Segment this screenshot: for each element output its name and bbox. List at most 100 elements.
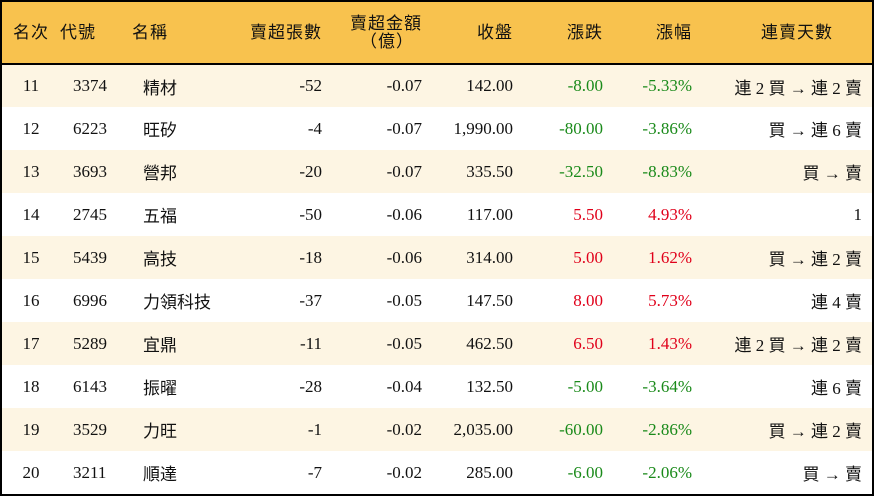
cell-streak: 買 → 賣 [802, 465, 863, 484]
table-row[interactable]: 15 5439 高技 -18 -0.06 314.00 5.00 1.62% 買 → 連 2 賣 [2, 236, 872, 279]
cell-pct: -5.33% [642, 76, 692, 95]
cell-change: 6.50 [573, 333, 603, 353]
cell-code: 6143 [73, 376, 107, 396]
cell-rank: 20 [22, 462, 40, 482]
cell-streak: 買 → 連 2 賣 [768, 250, 863, 269]
cell-rank: 16 [22, 290, 40, 310]
cell-streak: 1 [853, 204, 863, 224]
cell-close: 142.00 [466, 76, 513, 95]
cell-streak: 連 2 買 → 連 2 賣 [734, 336, 863, 355]
cell-name: 順達 [143, 465, 177, 484]
cell-name: 力領科技 [143, 293, 211, 312]
header-code: 代號 [60, 22, 96, 42]
cell-name: 精材 [143, 78, 177, 98]
cell-shares: -11 [299, 333, 322, 353]
cell-shares: -37 [299, 290, 322, 310]
header-close: 收盤 [477, 22, 513, 42]
cell-amount: -0.07 [386, 161, 422, 181]
cell-amount: -0.05 [386, 290, 422, 310]
cell-close: 117.00 [466, 204, 513, 224]
cell-rank: 12 [22, 118, 40, 138]
cell-pct: 5.73% [648, 290, 692, 310]
cell-name: 力旺 [143, 422, 177, 441]
cell-name: 振曜 [143, 379, 177, 398]
cell-rank: 13 [22, 161, 40, 181]
cell-streak: 連 2 買 → 連 2 賣 [734, 78, 863, 98]
cell-change: 8.00 [573, 290, 603, 310]
cell-shares: -20 [299, 161, 322, 181]
table-row[interactable]: 11 3374 精材 -52 -0.07 142.00 -8.00 -5.33% 連 2 買 →… [2, 64, 872, 107]
cell-pct: -3.86% [642, 118, 692, 138]
cell-pct: 1.43% [648, 333, 692, 353]
cell-code: 5289 [73, 333, 107, 353]
cell-name: 旺矽 [143, 121, 177, 140]
cell-close: 147.50 [466, 290, 513, 310]
cell-close: 1,990.00 [453, 118, 514, 138]
cell-name: 營邦 [143, 164, 177, 183]
cell-shares: -18 [299, 247, 322, 267]
cell-code: 3211 [73, 462, 107, 482]
cell-amount: -0.06 [386, 247, 422, 267]
cell-code: 3374 [73, 76, 107, 95]
cell-shares: -1 [307, 419, 322, 439]
cell-pct: -2.06% [642, 462, 692, 482]
header-amount-unit: （億） [360, 31, 414, 51]
cell-code: 6996 [73, 290, 107, 310]
table-row[interactable]: 17 5289 宜鼎 -11 -0.05 462.50 6.50 1.43% 連 2 買 → 連… [2, 322, 872, 365]
cell-close: 2,035.00 [453, 419, 514, 439]
header-streak: 連賣天數 [761, 22, 833, 42]
table-row[interactable]: 14 2745 五福 -50 -0.06 117.00 5.50 4.93% 1 [2, 193, 872, 236]
cell-amount: -0.07 [386, 76, 422, 95]
cell-pct: -2.86% [642, 419, 692, 439]
cell-change: -60.00 [559, 419, 603, 439]
cell-rank: 19 [22, 419, 40, 439]
cell-code: 2745 [73, 204, 107, 224]
cell-shares: -52 [299, 76, 322, 95]
cell-amount: -0.06 [386, 204, 422, 224]
table-row[interactable]: 12 6223 旺矽 -4 -0.07 1,990.00 -80.00 -3.86% 買 → 連… [2, 107, 872, 150]
cell-change: 5.00 [573, 247, 603, 267]
cell-amount: -0.02 [386, 419, 422, 439]
cell-streak: 連 4 賣 [811, 293, 862, 312]
table-row[interactable]: 19 3529 力旺 -1 -0.02 2,035.00 -60.00 -2.86% 買 → 連… [2, 408, 872, 451]
cell-pct: -8.83% [642, 161, 692, 181]
cell-shares: -50 [299, 204, 322, 224]
cell-amount: -0.05 [386, 333, 422, 353]
cell-close: 132.50 [466, 376, 513, 396]
cell-streak: 買 → 賣 [802, 164, 863, 183]
cell-change: 5.50 [573, 204, 603, 224]
cell-name: 宜鼎 [143, 336, 177, 355]
cell-amount: -0.02 [386, 462, 422, 482]
header-shares: 賣超張數 [250, 22, 322, 42]
header-name: 名稱 [132, 22, 168, 42]
header-amount-label: 賣超金額 [350, 13, 422, 33]
cell-shares: -28 [299, 376, 322, 396]
header-rank: 名次 [13, 22, 49, 42]
header-change: 漲跌 [567, 22, 603, 42]
table-row[interactable]: 18 6143 振曜 -28 -0.04 132.50 -5.00 -3.64% 連 6 賣 [2, 365, 872, 408]
cell-change: -32.50 [559, 161, 603, 181]
cell-rank: 11 [22, 76, 40, 95]
cell-streak: 連 6 賣 [811, 379, 862, 398]
cell-name: 高技 [143, 250, 177, 269]
cell-amount: -0.07 [386, 118, 422, 138]
cell-change: -5.00 [567, 376, 603, 396]
cell-rank: 18 [22, 376, 40, 396]
cell-rank: 17 [22, 333, 40, 353]
cell-code: 6223 [73, 118, 107, 138]
cell-name: 五福 [143, 207, 177, 226]
header-pct: 漲幅 [656, 22, 692, 42]
cell-close: 285.00 [466, 462, 513, 482]
table-row[interactable]: 13 3693 營邦 -20 -0.07 335.50 -32.50 -8.83% 買 → 賣 [2, 150, 872, 193]
cell-rank: 14 [22, 204, 40, 224]
header-amount: 賣超金額 （億） [322, 2, 422, 64]
table-row[interactable]: 16 6996 力領科技 -37 -0.05 147.50 8.00 5.73% 連 4 賣 [2, 279, 872, 322]
cell-change: -8.00 [567, 76, 603, 95]
cell-code: 3529 [73, 419, 107, 439]
cell-change: -80.00 [559, 118, 603, 138]
table-row[interactable]: 20 3211 順達 -7 -0.02 285.00 -6.00 -2.06% 買 → 賣 [2, 451, 872, 494]
cell-change: -6.00 [567, 462, 603, 482]
cell-pct: 4.93% [648, 204, 692, 224]
cell-pct: 1.62% [648, 247, 692, 267]
